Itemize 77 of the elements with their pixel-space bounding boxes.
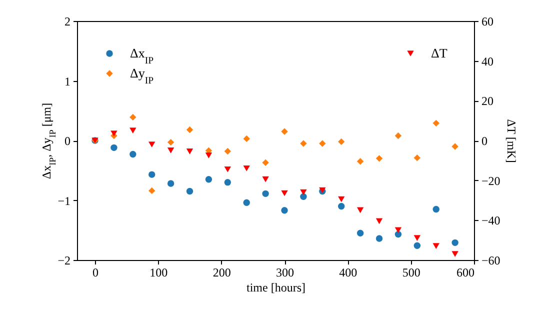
point xyxy=(148,187,156,194)
point xyxy=(452,143,458,150)
point xyxy=(224,148,232,155)
point xyxy=(356,158,364,165)
point xyxy=(243,135,250,142)
y2-axis-title: ΔT [mK] xyxy=(504,119,518,163)
y2-tick-label: 20 xyxy=(482,94,494,108)
point xyxy=(205,176,212,183)
point xyxy=(262,159,269,166)
legend-label: ΔT xyxy=(431,46,448,60)
point xyxy=(414,242,421,250)
point xyxy=(300,189,307,196)
point xyxy=(376,218,383,224)
point xyxy=(224,166,232,172)
y2-tick-label: 60 xyxy=(482,14,494,28)
point xyxy=(338,202,345,210)
point xyxy=(243,199,250,206)
point xyxy=(148,142,156,148)
point xyxy=(186,126,194,134)
x-tick-label: 100 xyxy=(150,266,168,280)
y-tick-label: −2 xyxy=(58,254,70,268)
y-tick-label: 0 xyxy=(64,134,70,148)
point xyxy=(205,152,212,158)
point xyxy=(262,176,269,182)
point xyxy=(243,165,250,172)
y2-tick-label: −60 xyxy=(482,254,500,268)
point xyxy=(394,230,402,238)
point xyxy=(432,206,440,213)
point xyxy=(224,178,232,186)
point xyxy=(281,207,288,214)
x-tick-label: 500 xyxy=(402,266,420,280)
point xyxy=(167,180,174,187)
y-tick-label: −1 xyxy=(58,194,70,208)
point xyxy=(300,140,307,147)
x-axis-title: time [hours] xyxy=(246,280,306,294)
x-tick-label: 0 xyxy=(92,266,98,280)
point xyxy=(281,190,288,196)
point xyxy=(186,148,194,154)
point xyxy=(110,144,118,152)
y2-tick-label: −20 xyxy=(482,174,500,188)
x-tick-label: 200 xyxy=(212,266,231,280)
y-tick-label: 2 xyxy=(64,14,70,28)
point xyxy=(452,239,458,246)
point xyxy=(356,230,364,236)
x-tick-label: 300 xyxy=(276,266,294,280)
point xyxy=(130,150,136,158)
point xyxy=(414,235,421,241)
point xyxy=(356,207,364,214)
x-tick-label: 600 xyxy=(456,266,474,280)
point xyxy=(432,120,440,127)
point xyxy=(110,130,118,136)
point xyxy=(130,114,136,121)
point xyxy=(414,154,421,162)
y2-tick-label: −40 xyxy=(482,214,500,228)
y2-tick-label: 40 xyxy=(482,54,494,68)
point xyxy=(167,138,174,146)
point xyxy=(148,171,156,178)
point xyxy=(394,227,402,234)
point xyxy=(186,188,194,195)
legend-label: Δy$_{IP}$ xyxy=(130,66,154,86)
point xyxy=(167,148,174,154)
point xyxy=(281,128,288,135)
point xyxy=(376,155,383,162)
legend-label: Δx$_{IP}$ xyxy=(130,46,154,66)
y2-tick-label: 0 xyxy=(482,134,488,148)
point xyxy=(300,193,307,200)
point xyxy=(452,251,458,257)
point xyxy=(262,190,269,198)
point xyxy=(338,196,345,202)
point xyxy=(319,140,326,147)
y-tick-label: 1 xyxy=(64,74,70,88)
point xyxy=(130,128,136,134)
point xyxy=(394,132,402,140)
x-tick-label: 400 xyxy=(339,266,358,280)
point xyxy=(376,235,383,242)
point xyxy=(338,138,345,146)
point xyxy=(432,243,440,249)
